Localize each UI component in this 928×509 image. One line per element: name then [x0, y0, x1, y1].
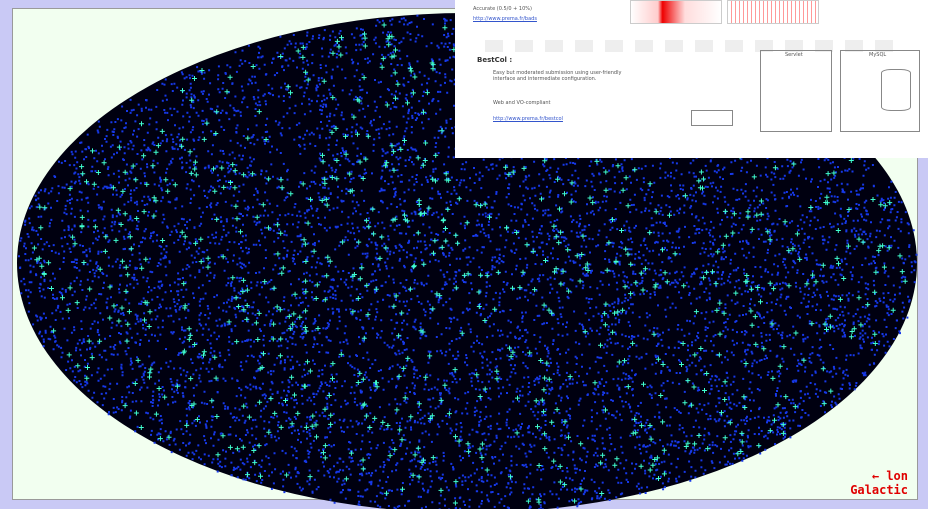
diagram-box: Servlet — [760, 50, 832, 132]
diagram-label: Servlet — [785, 52, 803, 58]
diagram-label: MySQL — [869, 52, 886, 58]
thumb-plot — [630, 0, 722, 24]
diagram-box — [691, 110, 733, 126]
axis-arrow: ← lon — [850, 469, 908, 483]
bullet: Web and VO-compliant — [493, 100, 551, 106]
bullet: Easy but moderated submission using user… — [493, 70, 633, 82]
thumb-plot — [727, 0, 819, 24]
frame-label: ← lon Galactic — [850, 469, 908, 497]
link: http://www.prema.fr/bestcol — [493, 116, 563, 122]
screen: ← lon Galactic Accurate (0.5/0 + 10%) ht… — [0, 0, 928, 509]
diagram-box: MySQL — [840, 50, 920, 132]
database-icon — [881, 69, 911, 111]
frame-name: Galactic — [850, 483, 908, 497]
slide-thumbnail: Accurate (0.5/0 + 10%) http://www.prema.… — [455, 0, 928, 158]
section-title: BestCol : — [477, 56, 512, 64]
link: http://www.prema.fr/bads — [473, 16, 537, 22]
bullet-line: Accurate (0.5/0 + 10%) — [473, 6, 532, 12]
